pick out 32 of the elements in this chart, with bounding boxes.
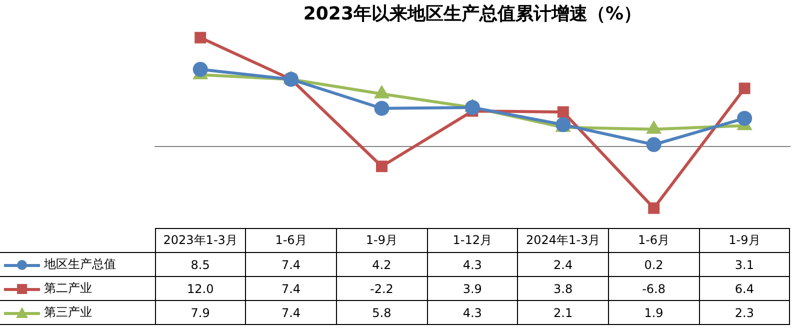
data-label: 4.2 [336,252,428,276]
data-label: 2.3 [699,300,790,324]
data-label: 6.4 [699,276,790,300]
legend-label: 第三产业 [0,300,155,324]
data-label: 3.1 [699,252,790,276]
x-tick-label: 1-6月 [608,228,700,252]
data-label: 4.3 [427,252,518,276]
data-label: 0.2 [608,252,700,276]
data-label: 7.4 [246,252,336,276]
data-label: 2.1 [518,300,608,324]
legend-label: 地区生产总值 [0,252,155,276]
data-label: 5.8 [336,300,428,324]
x-tick-label: 2024年1-3月 [518,228,608,252]
data-label: 7.4 [246,276,336,300]
legend-label: 第二产业 [0,276,155,300]
data-label: 2.4 [518,252,608,276]
x-tick-label: 1-6月 [246,228,336,252]
data-label: -6.8 [608,276,700,300]
data-label: -2.2 [336,276,428,300]
x-tick-label: 2023年1-3月 [155,228,246,252]
data-label: 7.9 [155,300,246,324]
x-tick-label: 1-9月 [336,228,428,252]
x-tick-label: 1-9月 [699,228,790,252]
data-label: 3.9 [427,276,518,300]
data-label: 7.4 [246,300,336,324]
chart-title: 2023年以来地区生产总值累计增速（%） [303,3,642,24]
data-label: 4.3 [427,300,518,324]
data-label: 8.5 [155,252,246,276]
x-tick-label: 1-12月 [427,228,518,252]
data-label: 12.0 [155,276,246,300]
data-label: 1.9 [608,300,700,324]
data-label: 3.8 [518,276,608,300]
